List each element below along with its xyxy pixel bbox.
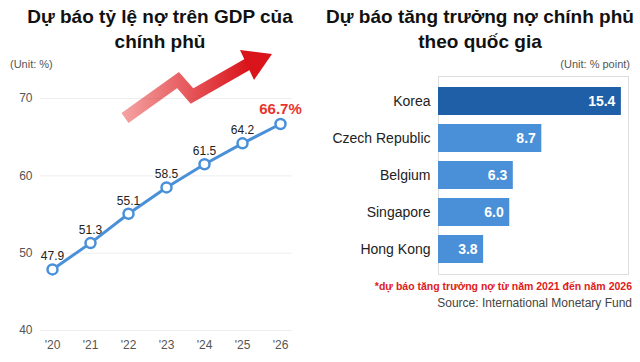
svg-text:70: 70: [19, 91, 33, 105]
svg-text:'21: '21: [83, 338, 99, 352]
svg-text:'25: '25: [235, 338, 251, 352]
svg-text:Hong Kong: Hong Kong: [360, 241, 430, 257]
html-text:Dự báo tỷ lệ nợ trên GDP của c: Dự báo tỷ lệ nợ trên GDP của chính phủ: [27, 6, 293, 52]
html-text:(Unit: % point): (Unit: % point): [560, 58, 630, 70]
svg-text:40: 40: [19, 323, 33, 337]
svg-text:Korea: Korea: [393, 93, 431, 109]
svg-text:'22: '22: [121, 338, 137, 352]
svg-text:3.8: 3.8: [458, 241, 478, 257]
html-text:(Unit: %): (Unit: %): [10, 58, 53, 70]
svg-text:61.5: 61.5: [193, 144, 217, 158]
svg-text:60: 60: [19, 169, 33, 183]
svg-text:Czech Republic: Czech Republic: [332, 130, 430, 146]
svg-text:'20: '20: [45, 338, 61, 352]
svg-text:51.3: 51.3: [79, 223, 103, 237]
svg-text:15.4: 15.4: [588, 93, 615, 109]
html-text:Dự báo tăng trưởng nợ chính ph: Dự báo tăng trưởng nợ chính phủ theo quố…: [326, 6, 634, 52]
svg-text:Singapore: Singapore: [367, 204, 431, 220]
svg-text:'26: '26: [273, 338, 289, 352]
svg-text:58.5: 58.5: [155, 167, 179, 181]
svg-text:66.7%: 66.7%: [259, 100, 302, 117]
svg-text:47.9: 47.9: [41, 249, 65, 263]
html-text:*dự báo tăng trưởng nợ từ năm: *dự báo tăng trưởng nợ từ năm 2021 đến n…: [374, 280, 632, 292]
svg-text:'24: '24: [197, 338, 213, 352]
html-text:Source: International Monetary: Source: International Monetary Fund: [437, 296, 632, 310]
svg-text:8.7: 8.7: [516, 130, 536, 146]
svg-text:6.3: 6.3: [488, 167, 508, 183]
svg-text:64.2: 64.2: [231, 123, 255, 137]
svg-text:Belgium: Belgium: [380, 167, 431, 183]
svg-text:'23: '23: [159, 338, 175, 352]
svg-text:50: 50: [19, 246, 33, 260]
svg-text:6.0: 6.0: [484, 204, 504, 220]
svg-text:55.1: 55.1: [117, 194, 141, 208]
